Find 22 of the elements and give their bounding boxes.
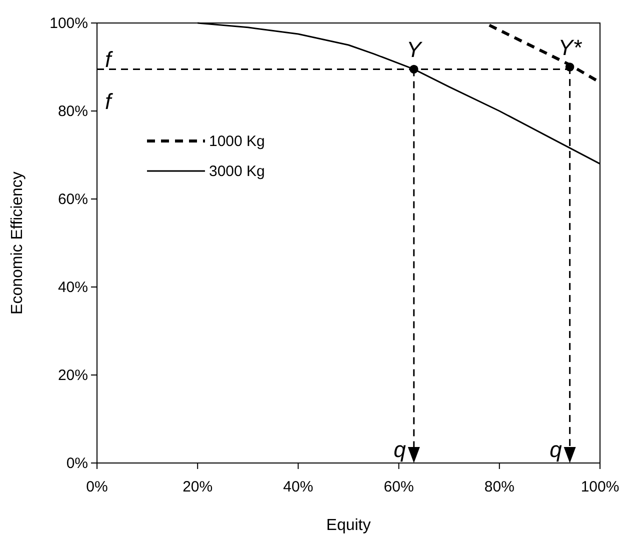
annotation: Y* (558, 35, 583, 60)
annotation: q (394, 437, 407, 462)
y-tick-label: 0% (66, 454, 88, 472)
annotation: f (105, 47, 114, 72)
y-tick-label: 80% (58, 102, 88, 120)
y-axis-title: Economic Efficiency (9, 172, 26, 314)
legend-label: 3000 Kg (209, 163, 265, 180)
y-tick-label: 20% (58, 366, 88, 384)
annotation: Y (406, 37, 423, 62)
x-tick-label: 40% (283, 478, 314, 496)
x-tick-label: 0% (86, 478, 108, 496)
x-tick-label: 100% (580, 478, 620, 496)
x-axis-title: Equity (326, 517, 371, 534)
y-tick-label: 100% (50, 14, 88, 32)
annotation: f (105, 89, 114, 114)
legend-label: 1000 Kg (209, 133, 265, 150)
y-tick-label: 60% (58, 190, 88, 208)
y-tick-label: 40% (58, 278, 88, 296)
x-tick-label: 60% (384, 478, 414, 496)
annotation: q (550, 437, 563, 462)
x-tick-label: 20% (182, 478, 213, 496)
x-tick-label: 80% (484, 478, 514, 496)
